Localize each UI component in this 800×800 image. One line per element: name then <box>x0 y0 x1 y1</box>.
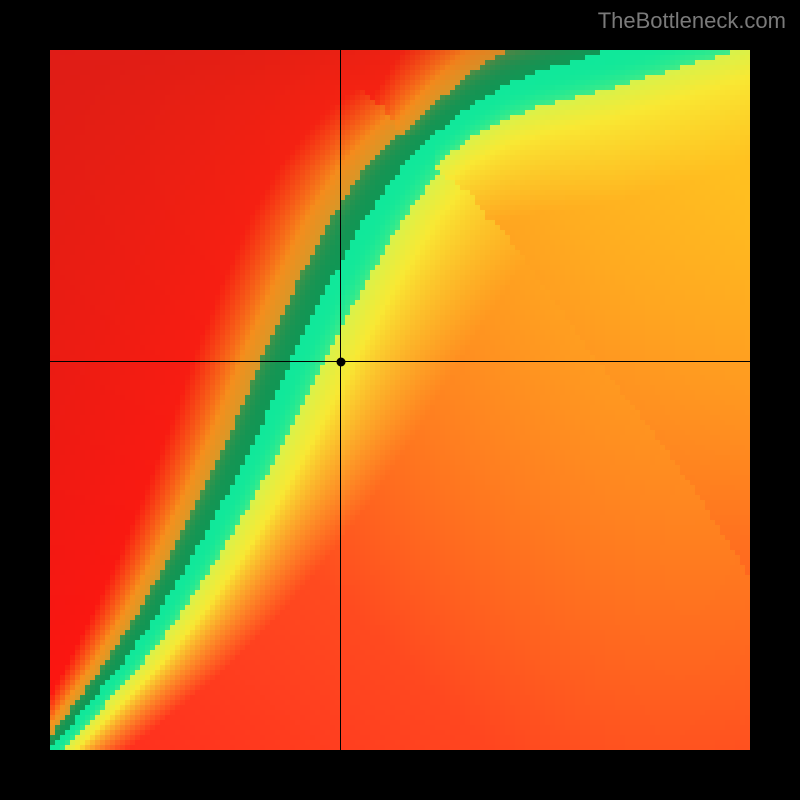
crosshair-horizontal <box>50 361 750 362</box>
marker-dot <box>336 357 345 366</box>
crosshair-vertical <box>340 50 341 750</box>
watermark-text: TheBottleneck.com <box>598 8 786 34</box>
heatmap-plot <box>50 50 750 750</box>
heatmap-canvas <box>50 50 750 750</box>
